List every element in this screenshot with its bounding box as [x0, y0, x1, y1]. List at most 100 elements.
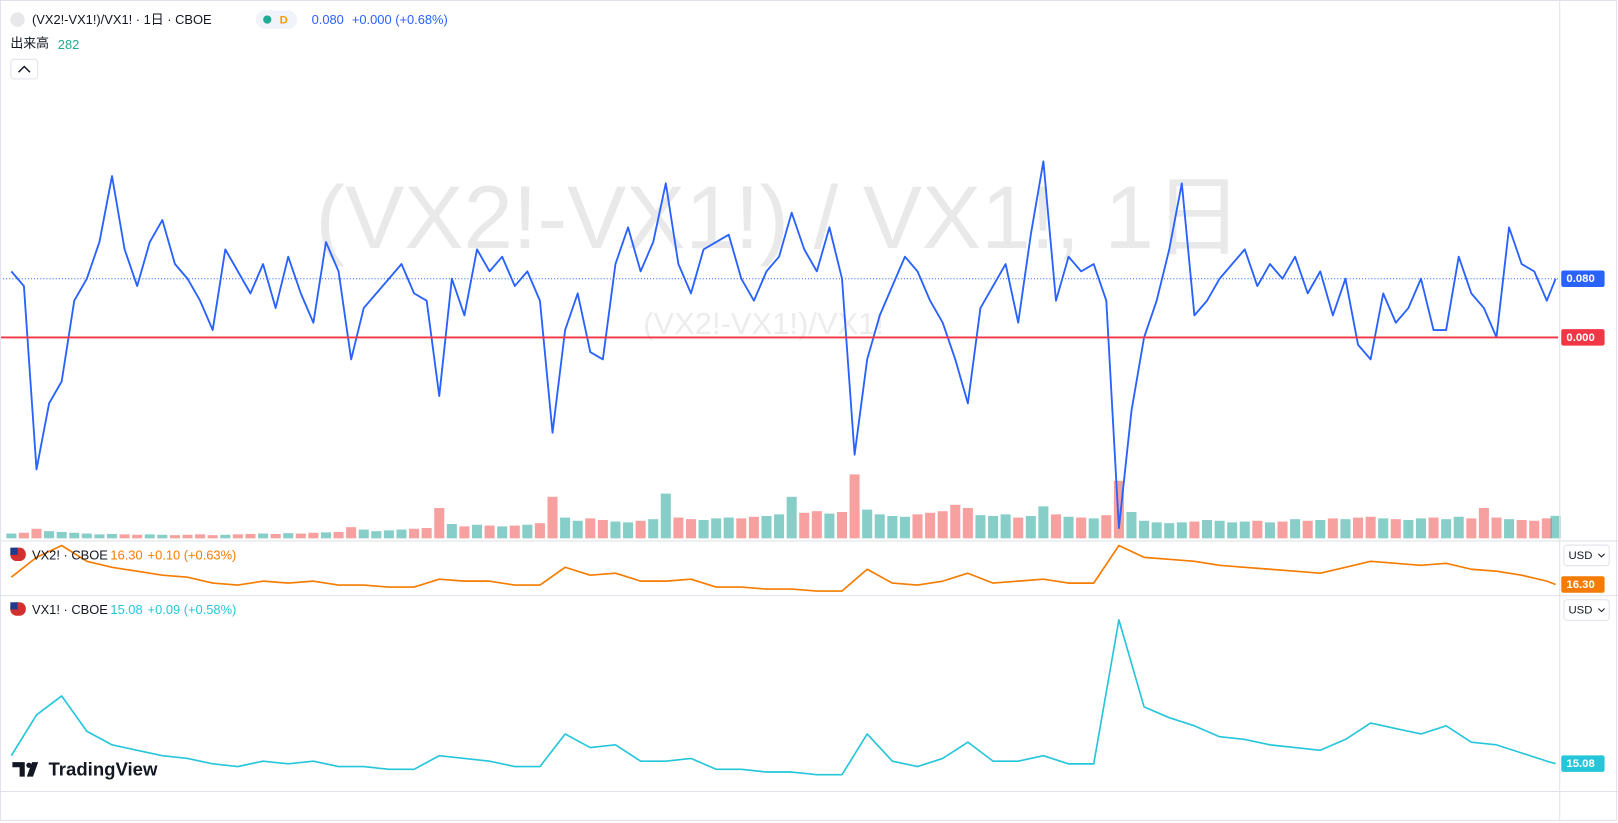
volume-bar	[623, 522, 634, 539]
interval-badge: D	[280, 15, 288, 27]
watermark: (VX2!-VX1!) / VX1!, 1日	[316, 168, 1243, 267]
series-line	[10, 160, 1557, 530]
volume-bar	[320, 532, 332, 539]
volume-bar	[1441, 519, 1452, 539]
volume-bar	[1453, 516, 1464, 539]
collapse-icon	[18, 65, 31, 73]
volume-bar	[371, 531, 382, 539]
volume-bar	[698, 519, 709, 539]
brand-name: TradingView	[48, 758, 158, 779]
volume-bar	[522, 524, 533, 539]
volume-bar	[547, 496, 558, 539]
volume-bar	[1252, 520, 1263, 539]
volume-bar	[1491, 517, 1502, 539]
volume-bar	[874, 514, 885, 539]
volume-bar	[799, 512, 810, 539]
legend-change: +0.000 (+0.68%)	[352, 12, 448, 27]
legend-change: +0.09 (+0.58%)	[148, 602, 237, 617]
collapse-button[interactable]	[10, 58, 39, 80]
volume-bar	[119, 534, 130, 539]
volume-bar	[44, 531, 55, 539]
volume-bar	[1176, 522, 1187, 539]
brand-logo	[12, 762, 39, 777]
volume-bar	[1478, 507, 1489, 539]
volume-bar	[887, 515, 898, 539]
volume-bar	[220, 534, 231, 539]
volume-bar	[937, 511, 948, 539]
series-line	[10, 619, 1556, 776]
volume-bar	[1340, 519, 1351, 539]
volume-bar	[597, 519, 608, 539]
volume-bar	[1000, 514, 1011, 539]
volume-bar	[824, 513, 835, 539]
volume-value: 282	[58, 37, 79, 52]
volume-bar	[1101, 515, 1112, 539]
volume-bar	[1302, 520, 1313, 539]
symbol-icon	[10, 12, 25, 27]
volume-bar	[6, 533, 17, 539]
volume-bar	[446, 523, 457, 539]
volume-bar	[258, 533, 269, 539]
status-pill	[255, 10, 298, 29]
volume-bar	[409, 528, 420, 539]
volume-bar	[975, 515, 986, 539]
volume-bar	[1550, 515, 1561, 539]
reference-badge	[1561, 329, 1605, 346]
volume-bar	[1139, 520, 1150, 539]
volume-bar	[31, 528, 42, 539]
volume-bar	[358, 529, 369, 539]
volume-bar	[1126, 511, 1137, 539]
volume-bar	[1415, 518, 1426, 539]
volume-bar	[421, 527, 432, 539]
currency-label: USD	[1568, 550, 1592, 562]
volume-bar	[459, 526, 470, 539]
volume-bar	[1466, 518, 1477, 539]
volume-bar	[1088, 518, 1099, 539]
price-badge	[1561, 755, 1605, 772]
volume-bar	[1378, 518, 1389, 539]
legend-title: VX2! · CBOE	[32, 547, 108, 562]
volume-bar	[106, 533, 118, 539]
brand-logo-dot	[26, 762, 32, 768]
currency-dropdown[interactable]	[1563, 599, 1610, 621]
volume-bar	[132, 534, 143, 539]
volume-bar	[1403, 519, 1414, 539]
volume-bar	[169, 535, 180, 539]
volume-bar	[207, 535, 218, 539]
volume-bar	[736, 518, 747, 539]
volume-bar	[434, 507, 445, 539]
volume-bar	[18, 532, 29, 539]
volume-bar	[685, 519, 696, 539]
volume-bar	[1025, 515, 1036, 539]
volume-bar	[849, 474, 860, 539]
volume-bar	[660, 493, 671, 539]
volume-bar	[94, 534, 105, 539]
volume-bar	[396, 529, 407, 539]
volume-bar	[836, 511, 848, 539]
flag-icon-canton	[10, 547, 18, 555]
volume-bar	[1239, 521, 1250, 539]
volume-bar	[484, 525, 495, 539]
volume-bar	[862, 509, 873, 539]
volume-bar	[811, 511, 822, 539]
volume-bar	[182, 534, 193, 539]
legend-title: (VX2!-VX1!)/VX1! · 1日 · CBOE	[32, 12, 212, 27]
volume-bar	[509, 525, 520, 539]
volume-title: 出来高	[10, 36, 49, 51]
status-dot	[263, 15, 272, 24]
currency-dropdown[interactable]	[1563, 544, 1610, 567]
volume-bar	[1227, 522, 1238, 539]
volume-bar	[748, 516, 759, 539]
volume-bar	[1189, 521, 1200, 539]
volume-bar	[711, 518, 722, 539]
legend-value: 16.30	[110, 547, 142, 562]
legend-value: 0.080	[312, 12, 344, 27]
volume-bar	[560, 517, 571, 539]
price-badge-label: 15.08	[1566, 758, 1594, 770]
axes: 0.080 16.30 15.08 0.000	[1561, 270, 1605, 772]
dropdown-caret	[1598, 608, 1605, 613]
volume-bar	[295, 533, 306, 539]
volume-bar	[1063, 516, 1074, 539]
volume-bar	[1428, 517, 1439, 539]
